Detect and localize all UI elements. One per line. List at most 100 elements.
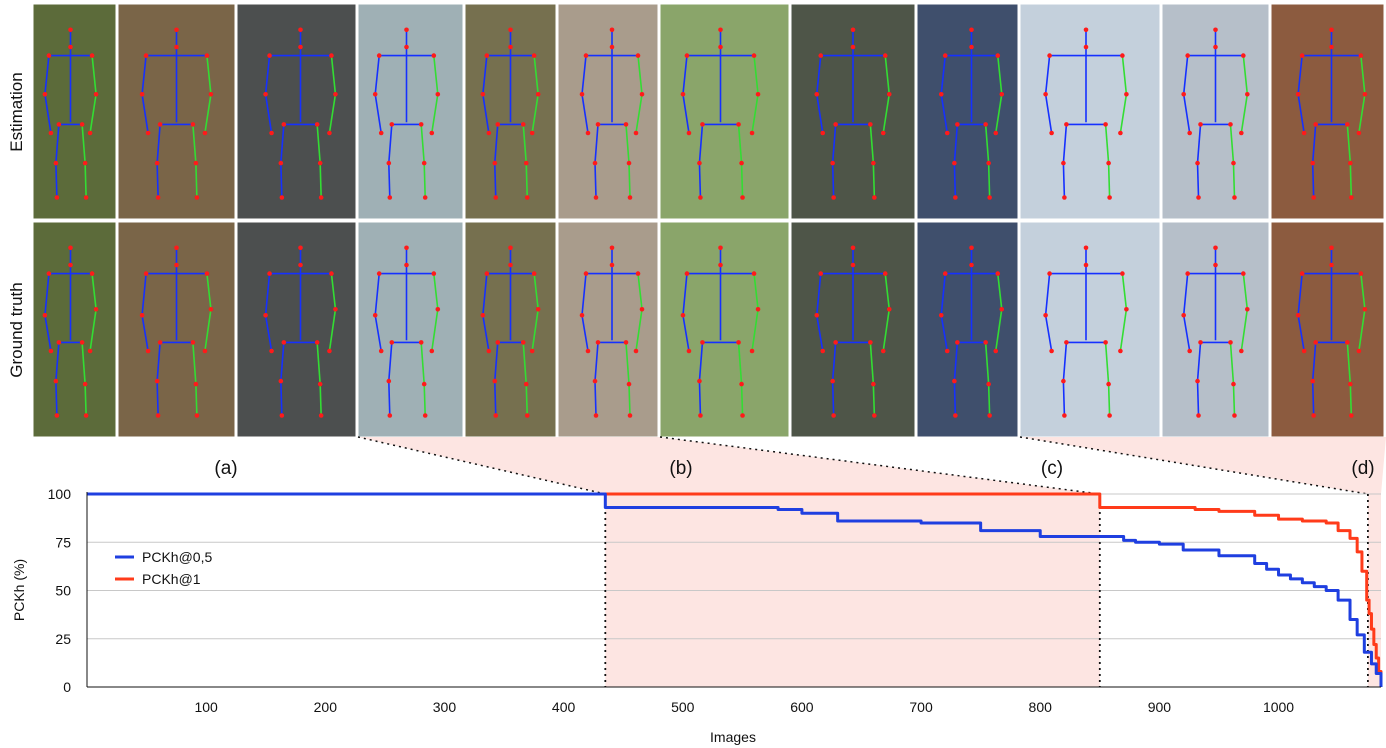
skeleton-joint [418, 340, 424, 345]
skeleton-joint [1103, 122, 1108, 127]
skeleton-bone [192, 342, 197, 385]
skeleton-joint [376, 271, 382, 276]
skeleton-joint [139, 92, 145, 97]
skeleton-joint [82, 160, 88, 166]
skeleton-bone [533, 273, 539, 310]
skeleton-joint [585, 348, 591, 354]
skeleton-joint [882, 271, 888, 276]
skeleton-bone [872, 163, 876, 198]
skeleton-joint [68, 27, 73, 33]
skeleton-bone [195, 163, 198, 198]
skeleton-joint [1362, 307, 1368, 312]
skeleton-joint [386, 378, 392, 384]
skeleton-bone [682, 94, 690, 134]
skeleton-bone [987, 384, 991, 416]
skeleton-joint [969, 27, 974, 33]
skeleton-joint [1299, 53, 1305, 58]
skeleton-joint [508, 27, 513, 33]
skeleton-joint [1329, 245, 1334, 251]
skeleton-bone [1107, 384, 1111, 416]
skeleton-bone [1182, 55, 1189, 95]
skeleton-joint [314, 122, 320, 127]
group-label-a: (a) [214, 458, 237, 479]
skeleton-joint [435, 92, 441, 97]
skeleton-bone [1119, 309, 1128, 352]
skeleton-bone [698, 381, 702, 416]
thumb-cart-driver-est [659, 3, 790, 220]
skeleton-bone [522, 342, 528, 385]
skeleton-bone [44, 315, 52, 352]
skeleton-joint [1118, 130, 1123, 136]
skeleton-joint [986, 381, 991, 387]
skeleton-joint [194, 195, 200, 200]
skeleton-bone [698, 163, 702, 198]
photo-placeholder [32, 221, 117, 438]
skeleton-bone [635, 94, 643, 134]
skeleton-joint [422, 413, 428, 418]
skeleton-joint [698, 195, 703, 200]
skeleton-bone [869, 342, 875, 385]
skeleton-bone [1297, 55, 1303, 95]
skeleton-joint [623, 340, 629, 345]
thumb-walker-gt [464, 221, 557, 438]
skeleton-joint [953, 195, 958, 200]
thumbnail-grid [32, 3, 1385, 438]
skeleton-bone [753, 55, 759, 95]
skeleton-joint [585, 130, 591, 136]
zoom-wedge [1020, 437, 1386, 494]
skeleton-joint [942, 53, 948, 58]
skeleton-bone [581, 273, 587, 316]
skeleton-bone [388, 163, 391, 198]
skeleton-bone [1107, 163, 1111, 198]
skeleton-joint [484, 53, 490, 58]
skeleton-joint [1185, 53, 1190, 58]
skeleton-bone [635, 309, 643, 352]
skeleton-joint [1047, 271, 1052, 276]
skeleton-joint [740, 195, 745, 200]
thumb-mower-man-est [32, 3, 117, 220]
skeleton-bone [316, 342, 321, 385]
skeleton-bone [206, 273, 212, 310]
group-label-c: (c) [1041, 458, 1063, 479]
skeleton-bone [737, 124, 743, 164]
skeleton-joint [524, 413, 530, 418]
skeleton-joint [429, 348, 435, 354]
skeleton-bone [1242, 273, 1249, 310]
skeleton-bone [89, 94, 97, 134]
skeleton-bone [420, 342, 425, 385]
skeleton-joint [1061, 378, 1066, 384]
photo-placeholder [557, 221, 659, 438]
skeleton-bone [869, 124, 875, 164]
skeleton-joint [386, 160, 392, 166]
skeleton-bone [1196, 163, 1200, 198]
thumb-walker-est [464, 3, 557, 220]
skeleton-joint [1213, 44, 1218, 50]
skeleton-bone [1104, 124, 1110, 164]
skeleton-joint [831, 413, 836, 418]
skeleton-joint [595, 122, 601, 127]
skeleton-joint [1043, 313, 1048, 318]
thumb-child-cart-gt [357, 221, 464, 438]
skeleton-bone [996, 273, 1003, 310]
skeleton-bone [628, 384, 631, 416]
skeleton-bone [682, 55, 688, 95]
skeleton-bone [751, 309, 759, 352]
skeleton-joint [1213, 262, 1218, 268]
x-tick-label: 800 [1029, 699, 1053, 715]
skeleton-joint [592, 160, 598, 166]
skeleton-joint [404, 27, 409, 33]
skeleton-joint [42, 313, 48, 318]
skeleton-joint [174, 245, 179, 251]
skeleton-joint [508, 44, 513, 50]
skeleton-joint [279, 195, 285, 200]
skeleton-bone [280, 124, 285, 164]
skeleton-joint [1245, 307, 1250, 312]
photo-placeholder [357, 221, 464, 438]
skeleton-bone [482, 94, 490, 134]
skeleton-joint [279, 413, 285, 418]
legend-label: PCKh@1 [142, 571, 201, 587]
skeleton-joint [1213, 27, 1218, 33]
skeleton-bone [984, 124, 990, 164]
skeleton-bone [433, 273, 439, 310]
